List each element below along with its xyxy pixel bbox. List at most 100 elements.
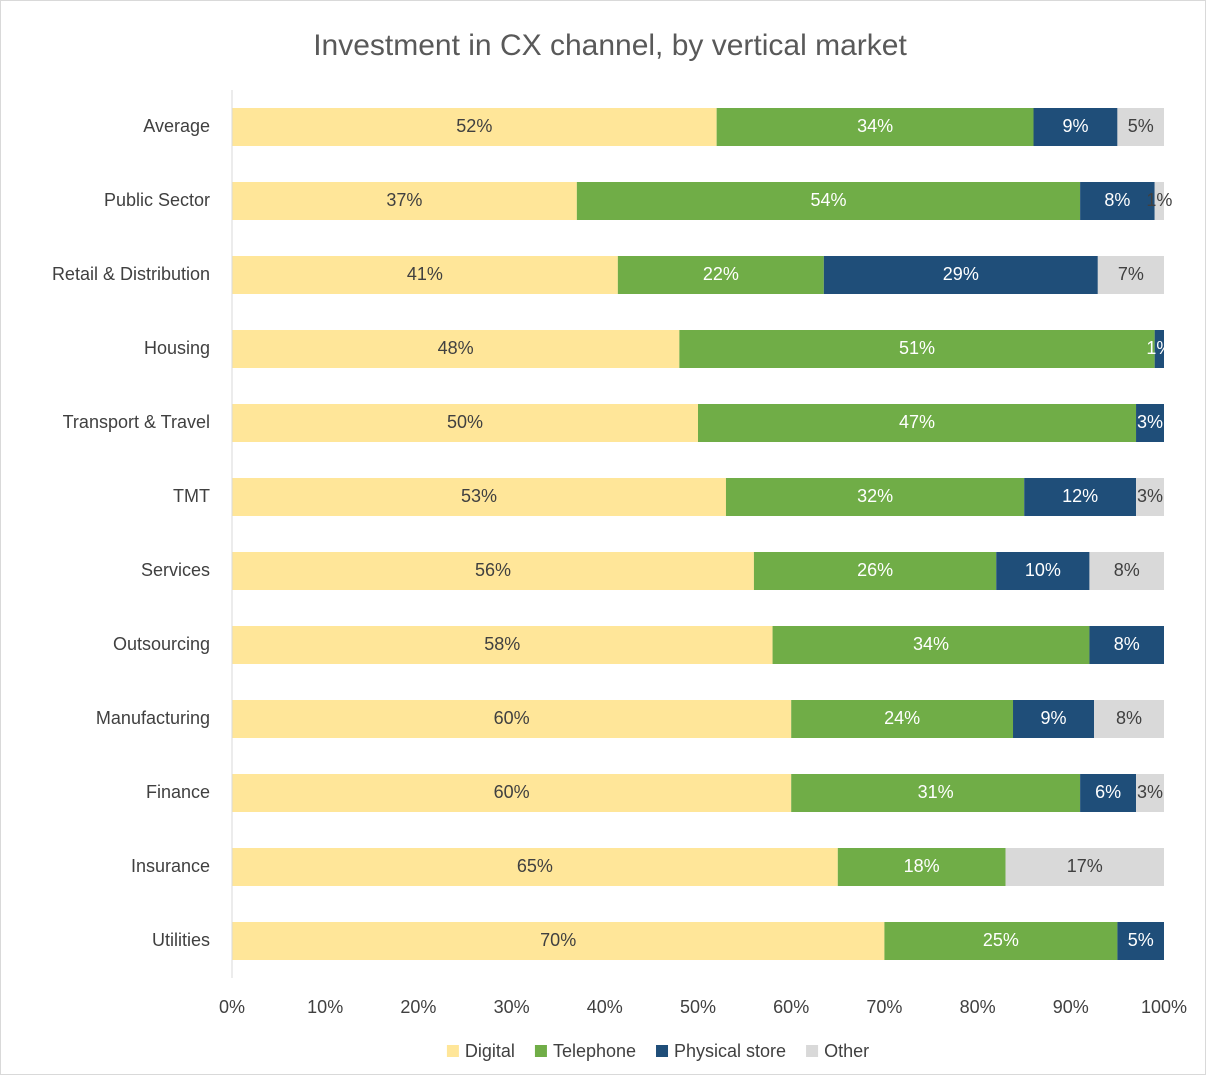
bar-segment <box>1136 404 1164 442</box>
data-label: 1% <box>1146 338 1172 358</box>
legend-swatch <box>656 1045 669 1057</box>
bar-segment <box>679 330 1155 368</box>
x-tick-label: 50% <box>680 997 716 1017</box>
data-label: 5% <box>1128 930 1154 950</box>
bar-segment <box>232 922 885 960</box>
data-label: 50% <box>447 412 483 432</box>
y-tick-label: Housing <box>144 338 210 358</box>
bar-segment <box>1117 922 1164 960</box>
bar-segment <box>725 478 1025 516</box>
data-label: 34% <box>857 116 893 136</box>
data-label: 9% <box>1062 116 1088 136</box>
bar-segment <box>232 478 726 516</box>
data-label: 60% <box>494 782 530 802</box>
data-label: 9% <box>1041 708 1067 728</box>
data-label: 3% <box>1137 486 1163 506</box>
x-tick-label: 40% <box>587 997 623 1017</box>
bar-segment <box>716 108 1034 146</box>
x-tick-label: 80% <box>960 997 996 1017</box>
data-label: 53% <box>461 486 497 506</box>
bar-segment <box>1136 478 1164 516</box>
data-label: 32% <box>857 486 893 506</box>
x-tick-label: 20% <box>400 997 436 1017</box>
bar-segment <box>576 182 1081 220</box>
data-label: 70% <box>540 930 576 950</box>
x-tick-label: 30% <box>494 997 530 1017</box>
bar-segment <box>1154 182 1164 220</box>
x-tick-label: 60% <box>773 997 809 1017</box>
data-label: 29% <box>943 264 979 284</box>
data-label: 22% <box>703 264 739 284</box>
x-tick-label: 70% <box>866 997 902 1017</box>
bar-segment <box>1033 108 1118 146</box>
bar-segment <box>232 700 792 738</box>
x-tick-label: 100% <box>1141 997 1187 1017</box>
legend-label: Telephone <box>553 1041 636 1061</box>
data-label: 3% <box>1137 412 1163 432</box>
bar-segment <box>823 256 1098 294</box>
data-label: 6% <box>1095 782 1121 802</box>
data-label: 8% <box>1116 708 1142 728</box>
bar-segment <box>698 404 1137 442</box>
data-label: 31% <box>918 782 954 802</box>
bar-segment <box>232 330 680 368</box>
data-label: 8% <box>1104 190 1130 210</box>
bar-segment <box>232 404 698 442</box>
data-label: 1% <box>1146 190 1172 210</box>
data-label: 54% <box>810 190 846 210</box>
bar-segment <box>1154 330 1164 368</box>
x-tick-label: 0% <box>219 997 245 1017</box>
y-tick-label: TMT <box>173 486 210 506</box>
data-label: 47% <box>899 412 935 432</box>
data-label: 37% <box>386 190 422 210</box>
bar-segment <box>232 108 717 146</box>
data-label: 8% <box>1114 560 1140 580</box>
bar-segment <box>232 774 792 812</box>
bar-segment <box>884 922 1118 960</box>
bar-segment <box>1089 626 1164 664</box>
y-tick-label: Services <box>141 560 210 580</box>
bar-segment <box>617 256 824 294</box>
legend-swatch <box>534 1045 547 1057</box>
bar-segment <box>772 626 1090 664</box>
bar-segment <box>753 552 997 590</box>
y-tick-label: Finance <box>146 782 210 802</box>
data-label: 41% <box>407 264 443 284</box>
bar-segment <box>791 700 1014 738</box>
data-label: 34% <box>913 634 949 654</box>
bar-segment <box>1097 256 1164 294</box>
bar-segment <box>232 626 773 664</box>
data-label: 3% <box>1137 782 1163 802</box>
data-label: 52% <box>456 116 492 136</box>
bar-segment <box>1080 774 1137 812</box>
data-label: 5% <box>1128 116 1154 136</box>
data-label: 24% <box>884 708 920 728</box>
bar-segment <box>837 848 1006 886</box>
legend-label: Other <box>824 1041 869 1061</box>
data-label: 56% <box>475 560 511 580</box>
y-tick-label: Average <box>143 116 210 136</box>
data-label: 58% <box>484 634 520 654</box>
chart-title: Investment in CX channel, by vertical ma… <box>313 29 907 62</box>
data-label: 17% <box>1067 856 1103 876</box>
y-tick-label: Manufacturing <box>96 708 210 728</box>
legend-swatch <box>446 1045 459 1057</box>
x-tick-label: 10% <box>307 997 343 1017</box>
data-label: 26% <box>857 560 893 580</box>
y-tick-label: Public Sector <box>104 190 210 210</box>
y-tick-label: Utilities <box>152 930 210 950</box>
bar-segment <box>1136 774 1164 812</box>
bar-segment <box>1024 478 1137 516</box>
data-label: 8% <box>1114 634 1140 654</box>
x-tick-label: 90% <box>1053 997 1089 1017</box>
data-label: 60% <box>494 708 530 728</box>
bar-segment <box>1094 700 1164 738</box>
bar-segment <box>791 774 1081 812</box>
y-tick-label: Outsourcing <box>113 634 210 654</box>
legend-swatch <box>806 1045 819 1057</box>
data-label: 12% <box>1062 486 1098 506</box>
bar-segment <box>232 552 754 590</box>
data-label: 51% <box>899 338 935 358</box>
